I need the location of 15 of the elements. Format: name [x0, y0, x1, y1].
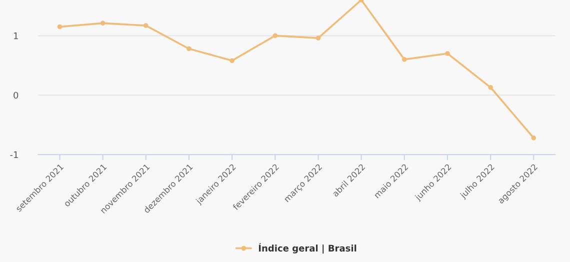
y-tick-label: -1 — [10, 151, 18, 158]
legend-label: Índice geral | Brasil — [258, 243, 356, 254]
point — [316, 36, 321, 40]
point — [57, 24, 62, 30]
point — [230, 58, 234, 64]
y-tick-label: 1 — [14, 32, 18, 40]
point — [445, 51, 450, 56]
point — [100, 20, 106, 26]
point — [402, 57, 407, 62]
point — [531, 136, 536, 140]
point — [488, 84, 493, 90]
y-tick-label: 0 — [14, 92, 18, 99]
point — [272, 33, 278, 38]
point — [143, 23, 148, 28]
point — [186, 46, 192, 52]
